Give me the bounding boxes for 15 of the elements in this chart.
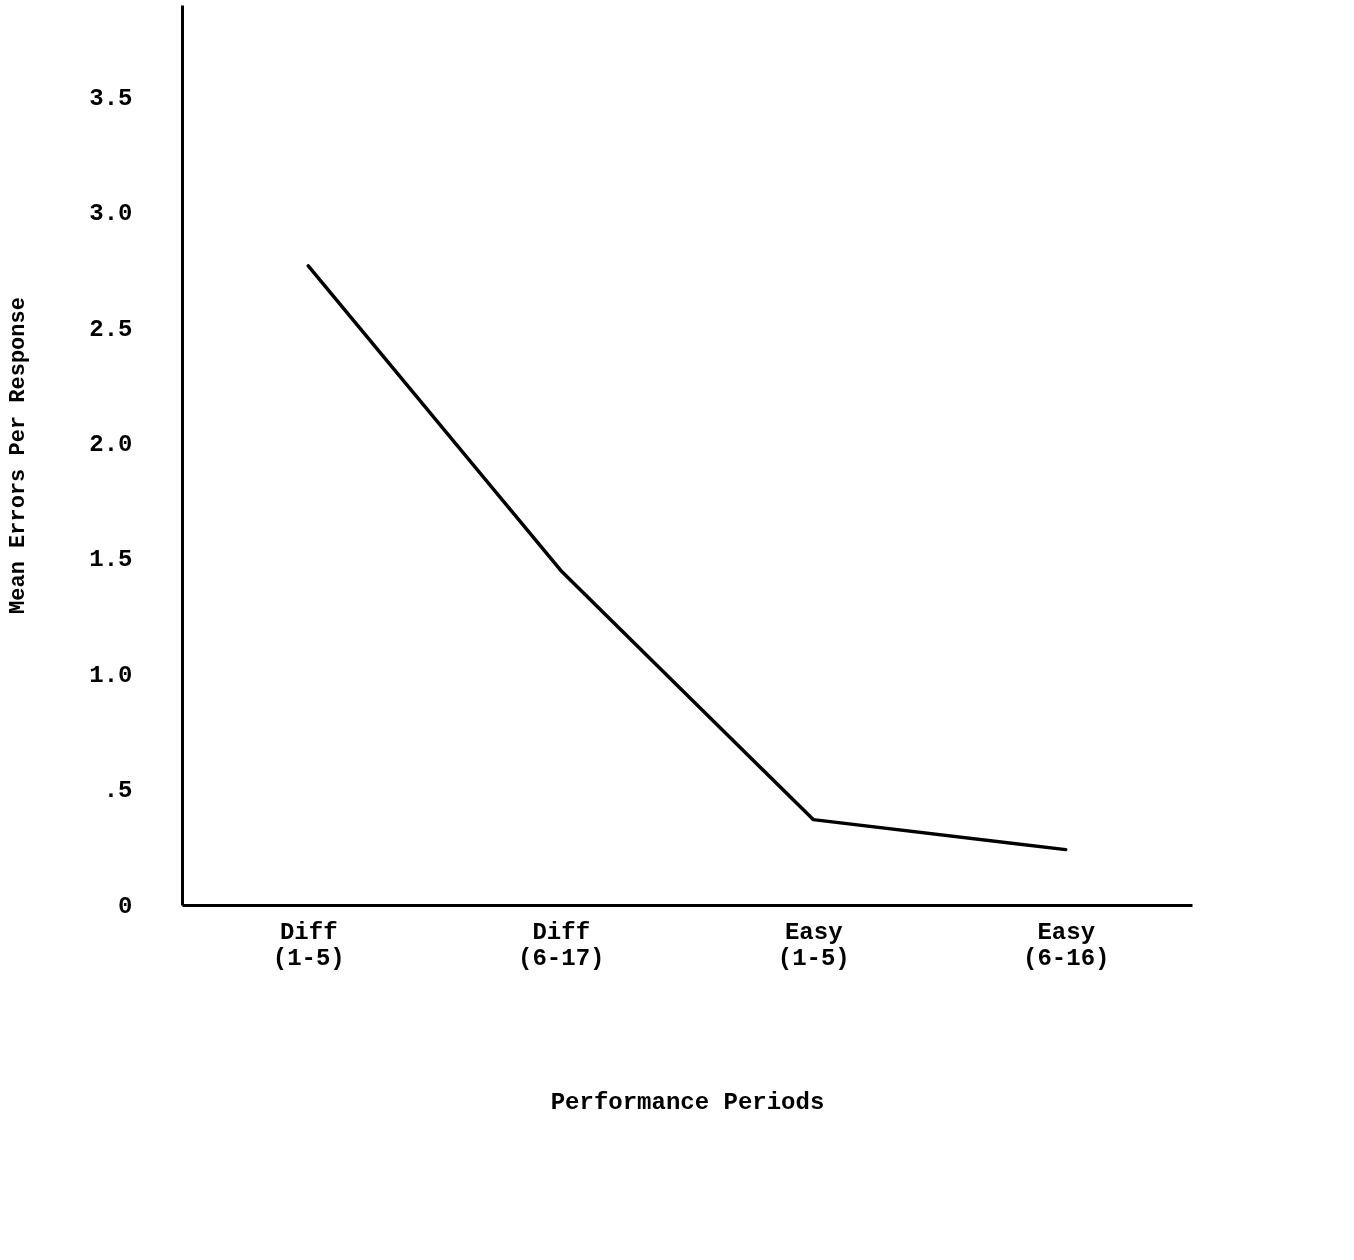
y-axis-title: Mean Errors Per Response (6, 297, 32, 614)
y-tick-label: 3.0 (89, 200, 133, 228)
x-tick-label: Easy (1-5) (777, 918, 850, 972)
y-tick-label: .5 (103, 777, 133, 805)
x-tick-label: Easy (6-16) (1023, 918, 1110, 972)
y-tick-label: 0 (118, 892, 133, 920)
y-tick-label: 3.5 (89, 84, 133, 112)
x-tick-label: Diff (1-5) (272, 918, 345, 972)
y-tick-label: 2.5 (89, 315, 133, 343)
y-tick-label: 1.5 (89, 546, 133, 574)
x-axis-title: Performance Periods (550, 1088, 825, 1116)
line-series (306, 264, 1068, 852)
y-tick-label: 2.0 (89, 430, 133, 458)
y-tick-label: 1.0 (89, 661, 133, 689)
x-tick-label: Diff (6-17) (518, 918, 605, 972)
